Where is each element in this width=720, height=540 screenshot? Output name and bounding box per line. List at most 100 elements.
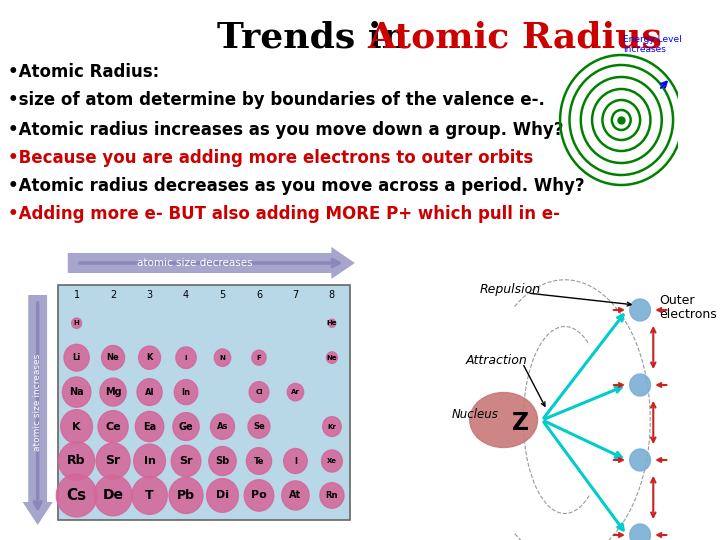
Circle shape [169, 477, 203, 514]
Text: Cl: Cl [255, 389, 263, 395]
Circle shape [137, 379, 162, 406]
Circle shape [64, 345, 89, 371]
Text: F: F [256, 355, 261, 361]
Text: Outer: Outer [659, 294, 694, 307]
Text: 6: 6 [256, 290, 262, 300]
Text: Xe: Xe [327, 458, 337, 464]
Circle shape [630, 449, 650, 471]
Text: •size of atom determine by boundaries of the valence e-.: •size of atom determine by boundaries of… [7, 91, 544, 109]
FancyBboxPatch shape [58, 285, 350, 520]
Text: N: N [220, 355, 225, 361]
Text: 1: 1 [73, 290, 80, 300]
Text: Pb: Pb [177, 489, 195, 502]
Circle shape [94, 475, 132, 516]
Text: In: In [143, 456, 156, 466]
Text: electrons: electrons [659, 308, 716, 321]
Circle shape [284, 449, 307, 474]
Circle shape [287, 383, 304, 401]
Circle shape [252, 350, 266, 365]
Text: Rn: Rn [325, 491, 338, 500]
Text: Kr: Kr [328, 423, 336, 429]
Circle shape [174, 380, 198, 404]
Text: Se: Se [253, 422, 265, 431]
Circle shape [249, 382, 269, 403]
Text: 3: 3 [146, 290, 153, 300]
Text: Al: Al [145, 388, 154, 396]
Text: •Adding more e- BUT also adding MORE P+ which pull in e-: •Adding more e- BUT also adding MORE P+ … [7, 205, 559, 223]
Circle shape [102, 346, 125, 370]
Text: He: He [327, 320, 337, 326]
Circle shape [56, 474, 97, 517]
Ellipse shape [469, 393, 538, 448]
Text: •Atomic radius increases as you move down a group. Why?: •Atomic radius increases as you move dow… [7, 121, 563, 139]
Text: T: T [145, 489, 154, 502]
Text: Nucleus: Nucleus [452, 408, 499, 422]
Text: At: At [289, 490, 302, 501]
Circle shape [630, 374, 650, 396]
Circle shape [171, 446, 201, 477]
Text: •Because you are adding more electrons to outer orbits: •Because you are adding more electrons t… [7, 149, 533, 167]
Text: Sr: Sr [179, 456, 193, 466]
Text: De: De [102, 489, 124, 502]
Circle shape [173, 413, 199, 441]
Text: Repulsion: Repulsion [480, 284, 541, 296]
Polygon shape [22, 295, 53, 525]
FancyArrowPatch shape [80, 260, 339, 266]
Circle shape [322, 450, 342, 472]
Text: •Atomic radius decreases as you move across a period. Why?: •Atomic radius decreases as you move acr… [7, 177, 584, 195]
Text: atomic size decreases: atomic size decreases [137, 258, 253, 268]
Circle shape [248, 415, 270, 438]
Circle shape [134, 444, 166, 478]
Text: 8: 8 [329, 290, 335, 300]
Text: Z: Z [512, 411, 529, 435]
Text: As: As [217, 422, 228, 431]
Circle shape [282, 481, 309, 510]
Text: Ea: Ea [143, 422, 156, 431]
Circle shape [96, 443, 130, 479]
Text: Po: Po [251, 490, 267, 501]
Circle shape [135, 411, 163, 442]
Circle shape [323, 417, 341, 436]
Text: Rb: Rb [68, 455, 86, 468]
Text: Energy Level: Energy Level [623, 36, 682, 44]
Text: Di: Di [216, 490, 229, 501]
Circle shape [215, 349, 230, 366]
Text: Li: Li [73, 353, 81, 362]
Circle shape [63, 377, 91, 407]
Text: Trends in: Trends in [217, 21, 420, 55]
Circle shape [139, 346, 161, 369]
Circle shape [100, 378, 126, 406]
Polygon shape [68, 247, 355, 279]
Circle shape [58, 442, 94, 480]
Text: atomic size increases: atomic size increases [33, 354, 42, 451]
Circle shape [176, 347, 196, 368]
Text: Ce: Ce [105, 422, 121, 431]
Text: Sb: Sb [215, 456, 230, 466]
Circle shape [320, 483, 344, 508]
Circle shape [630, 299, 650, 321]
Circle shape [326, 352, 338, 363]
Text: In: In [181, 388, 191, 396]
Text: increases: increases [623, 45, 666, 55]
Text: Attraction: Attraction [466, 354, 528, 367]
Text: Cs: Cs [66, 488, 86, 503]
Circle shape [98, 410, 128, 443]
Text: Mg: Mg [105, 387, 122, 397]
Circle shape [132, 477, 167, 514]
Text: Sr: Sr [106, 455, 121, 468]
Circle shape [60, 410, 92, 443]
Circle shape [246, 448, 271, 474]
Text: Ne: Ne [107, 353, 120, 362]
Circle shape [328, 319, 336, 327]
Circle shape [207, 478, 238, 512]
Text: Ge: Ge [179, 422, 194, 431]
Text: 5: 5 [220, 290, 225, 300]
Text: K: K [146, 353, 153, 362]
Text: •Atomic Radius:: •Atomic Radius: [7, 63, 159, 81]
Text: K: K [72, 422, 81, 431]
Text: Atomic Radius: Atomic Radius [367, 21, 662, 55]
Circle shape [210, 414, 235, 440]
Text: Ar: Ar [291, 389, 300, 395]
Circle shape [244, 480, 274, 511]
Text: 2: 2 [110, 290, 116, 300]
